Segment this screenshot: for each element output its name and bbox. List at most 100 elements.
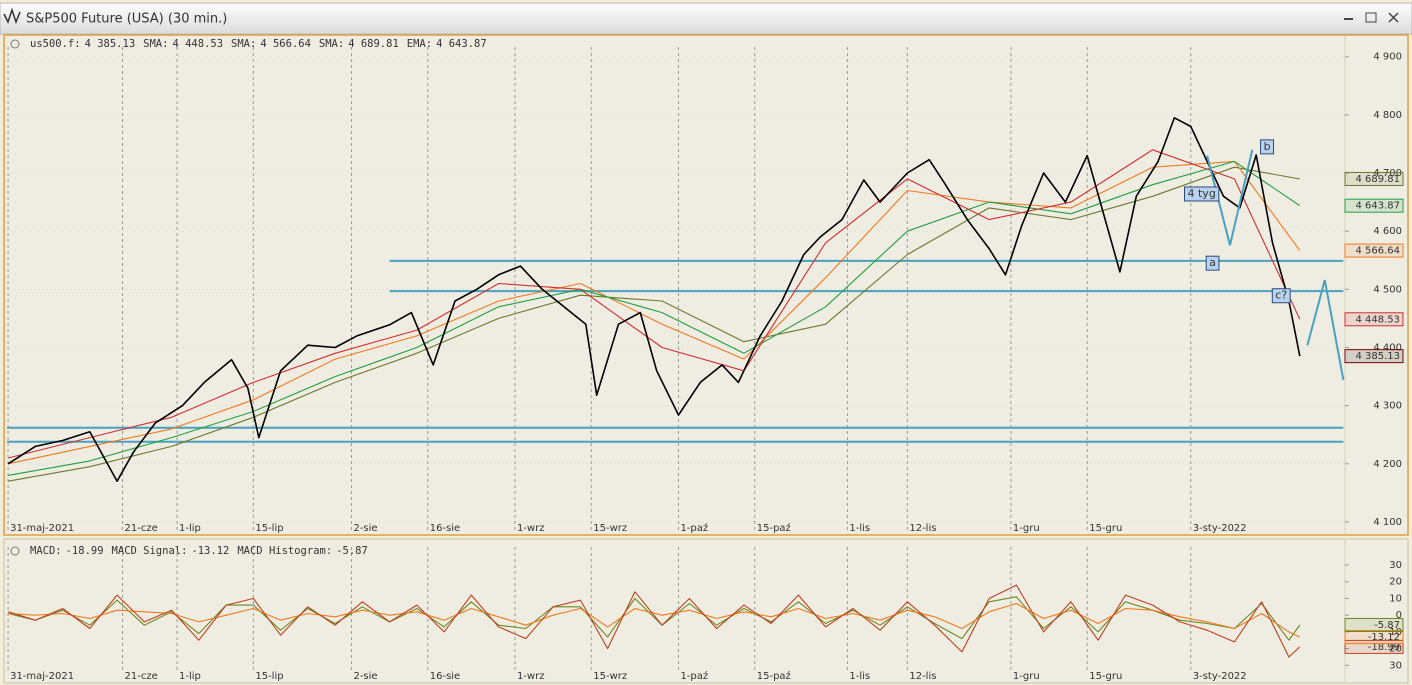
- x-tick-label: 21-cze: [125, 671, 158, 682]
- x-tick-label: 15-paź: [757, 670, 791, 682]
- macd-panel: [3, 538, 1409, 684]
- last-value-box: [1344, 198, 1404, 213]
- x-tick-label: 31-maj-2021: [10, 523, 74, 534]
- panel-settings-icon[interactable]: [10, 546, 20, 556]
- x-tick-label: 1-paź: [680, 522, 708, 534]
- annotation-box: [1271, 288, 1291, 304]
- x-tick-label: 15-wrz: [593, 523, 627, 534]
- legend-value: -13.12: [191, 545, 229, 557]
- annotation-box: [1184, 186, 1220, 202]
- x-tick-label: 1-lip: [179, 671, 201, 682]
- x-tick-label: 16-sie: [430, 523, 460, 534]
- last-value-marker: -5.87: [1344, 617, 1404, 632]
- legend-value: -5.87: [336, 545, 368, 557]
- x-tick-label: 3-sty-2022: [1193, 671, 1247, 682]
- x-tick-label: 1-lis: [849, 671, 870, 682]
- title-bar: [0, 2, 1412, 35]
- app-icon: [3, 7, 21, 25]
- y-tick-label: 4 100: [1373, 517, 1402, 528]
- last-value-marker: 4 385.13: [1344, 349, 1404, 364]
- annotation: 4 tyg: [1184, 186, 1220, 202]
- annotation-text: a: [1209, 256, 1216, 269]
- last-value-box: [1344, 630, 1404, 645]
- x-tick-label: 15-wrz: [593, 671, 627, 682]
- panel-settings-icon[interactable]: [10, 39, 20, 49]
- x-tick-label: 15-paź: [757, 522, 791, 534]
- y-tick-label: 4 900: [1373, 52, 1402, 63]
- x-tick-label: 15-lip: [255, 671, 283, 682]
- minimize-button[interactable]: [1344, 18, 1353, 20]
- annotation-text: 4 tyg: [1188, 187, 1216, 200]
- x-tick-label: 2-sie: [353, 671, 377, 682]
- last-value-box: [1344, 349, 1404, 364]
- x-tick-label: 2-sie: [353, 523, 377, 534]
- last-value-marker: 4 689.81: [1344, 171, 1404, 186]
- last-value-label: 4 566.64: [1355, 246, 1400, 257]
- legend-name: MACD Histogram:: [237, 545, 332, 557]
- x-tick-label: 12-lis: [909, 671, 936, 682]
- last-value-label: 4 689.81: [1355, 174, 1400, 185]
- x-tick-label: 1-lip: [179, 523, 201, 534]
- x-tick-label: 21-cze: [125, 523, 158, 534]
- y-tick-label: 30: [1389, 660, 1402, 671]
- y-tick-label: 4 700: [1373, 168, 1402, 179]
- x-tick-label: 12-lis: [909, 523, 936, 534]
- last-value-marker: 4 448.53: [1344, 312, 1404, 327]
- x-tick-label: 1-gru: [1013, 523, 1040, 534]
- y-tick-label: 4 800: [1373, 110, 1402, 121]
- y-tick-label: 4 600: [1373, 226, 1402, 237]
- last-value-box: [1344, 243, 1404, 258]
- legend-value: -18.99: [66, 545, 104, 557]
- annotation-box: [1260, 139, 1275, 155]
- annotation: a: [1205, 255, 1220, 271]
- last-value-marker: -13.12: [1344, 630, 1404, 645]
- x-tick-label: 31-maj-2021: [10, 671, 74, 682]
- legend-name: SMA:: [231, 38, 256, 50]
- last-value-label: -5.87: [1374, 620, 1400, 631]
- last-value-marker: 4 643.87: [1344, 198, 1404, 213]
- annotation: c?: [1271, 288, 1291, 304]
- y-tick-label: 4 500: [1373, 284, 1402, 295]
- annotation-text: c?: [1275, 289, 1287, 302]
- y-tick-label: 10: [1389, 593, 1402, 604]
- close-button[interactable]: [1388, 12, 1399, 23]
- last-value-box: [1344, 171, 1404, 186]
- last-value-box: [1344, 312, 1404, 327]
- y-tick-label: 4 200: [1373, 459, 1402, 470]
- last-value-label: -13.12: [1368, 632, 1400, 643]
- x-tick-label: 15-lip: [255, 523, 283, 534]
- legend-name: us500.f:: [30, 38, 81, 50]
- price-line: [7, 117, 1301, 482]
- last-value-label: -18.99: [1368, 642, 1400, 653]
- x-tick-label: 16-sie: [430, 671, 460, 682]
- indicator-line: [8, 166, 1300, 482]
- legend-value: 4 689.81: [348, 38, 399, 50]
- indicator-line: [7, 584, 1301, 658]
- x-tick-label: 1-gru: [1013, 671, 1040, 682]
- window-controls[interactable]: [1344, 12, 1399, 23]
- wave-line: [1206, 149, 1345, 381]
- y-tick-label: 10: [1389, 627, 1402, 638]
- annotation-box: [1205, 255, 1220, 271]
- last-value-label: 4 448.53: [1355, 314, 1400, 325]
- last-value-label: 4 643.87: [1355, 201, 1400, 212]
- indicator-line: [8, 160, 1301, 476]
- x-tick-label: 1-paź: [680, 670, 708, 682]
- x-tick-label: 3-sty-2022: [1193, 523, 1247, 534]
- legend-value: 4 385.13: [85, 38, 136, 50]
- legend-name: MACD:: [30, 545, 62, 557]
- x-tick-label: 1-wrz: [517, 523, 545, 534]
- indicator-line: [8, 602, 1301, 638]
- legend-name: MACD Signal:: [112, 545, 188, 557]
- last-value-label: 4 385.13: [1355, 351, 1400, 362]
- x-tick-label: 1-wrz: [517, 671, 545, 682]
- y-tick-label: 30: [1389, 560, 1402, 571]
- indicator-line: [7, 149, 1301, 459]
- y-tick-label: 0: [1396, 610, 1402, 621]
- x-tick-label: 15-gru: [1089, 671, 1122, 682]
- x-tick-label: 15-gru: [1089, 523, 1122, 534]
- restore-button[interactable]: [1365, 12, 1377, 23]
- annotation: b: [1260, 139, 1275, 155]
- last-value-marker: 4 566.64: [1344, 243, 1404, 258]
